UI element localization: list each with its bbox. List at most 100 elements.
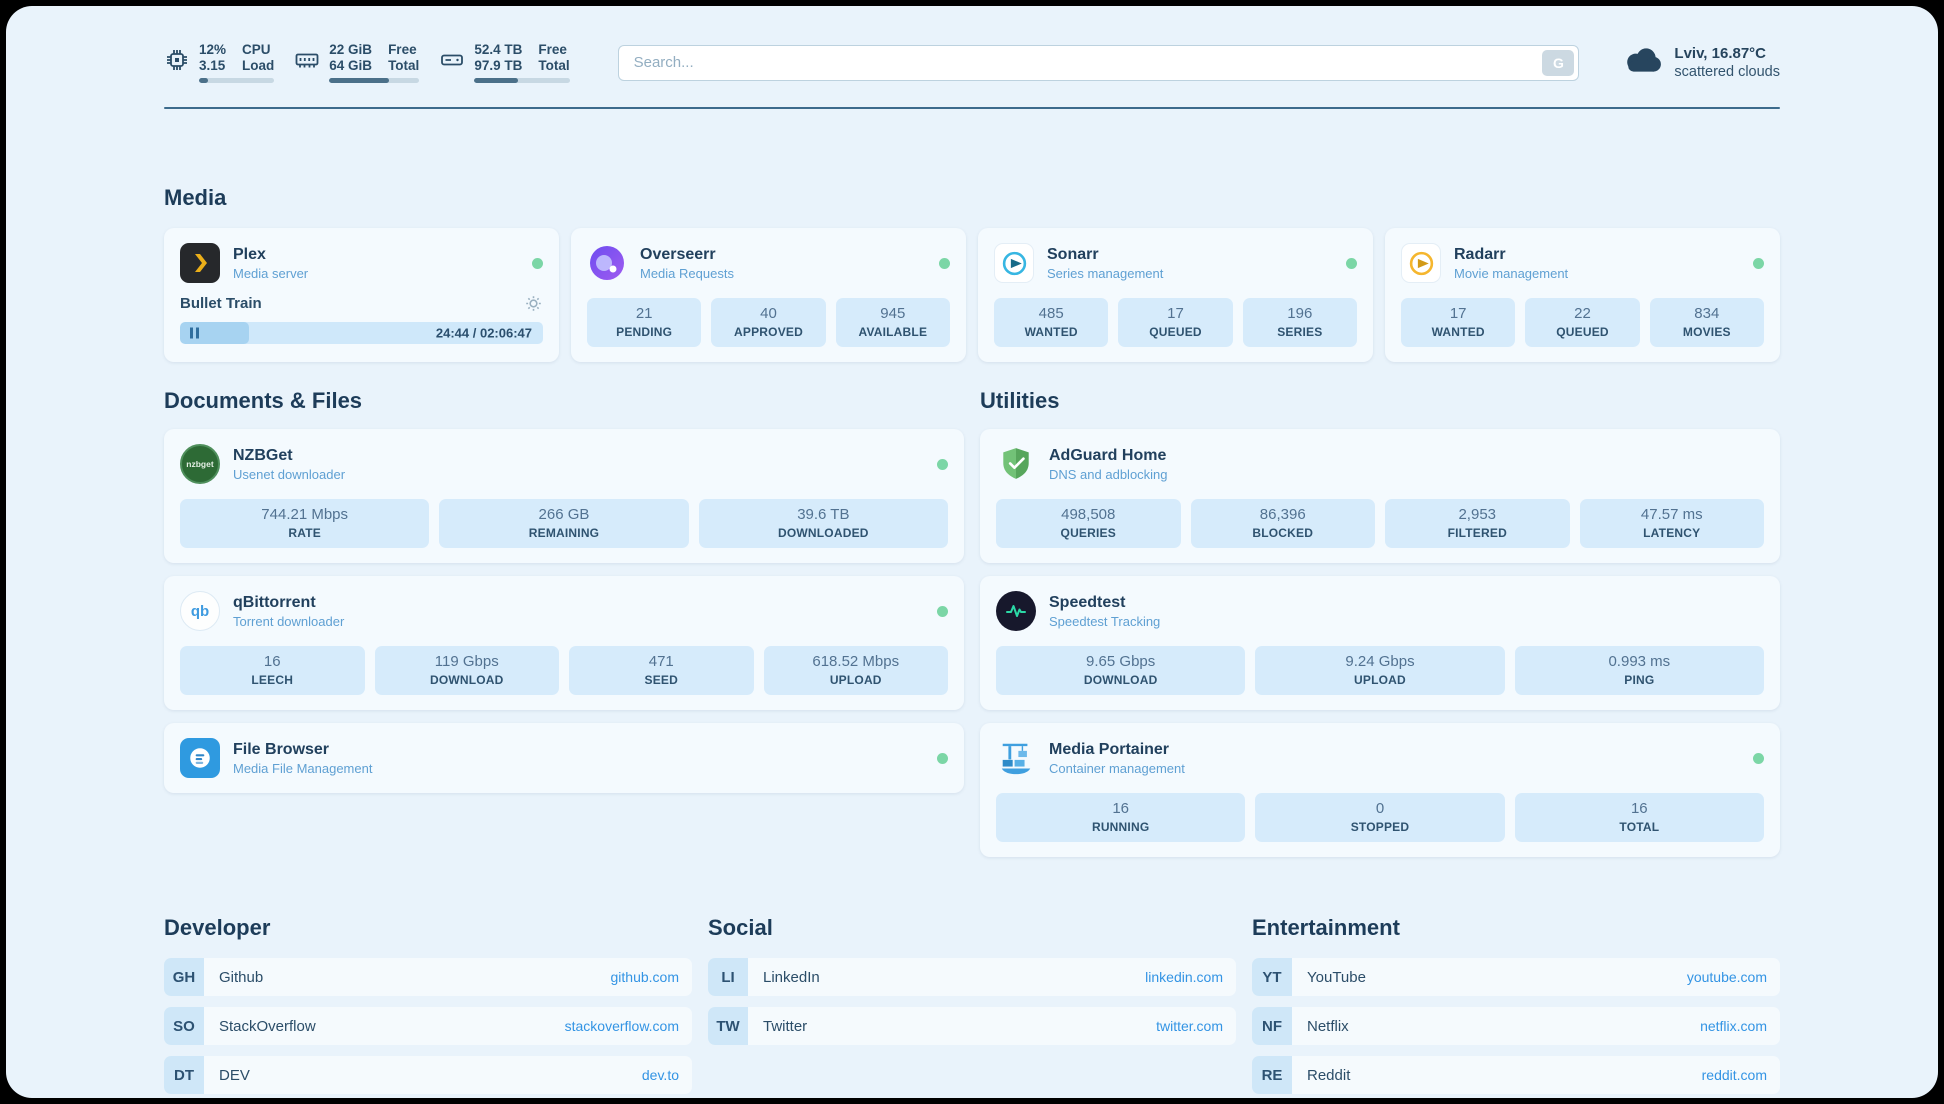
stat-label: DOWNLOAD (429, 673, 504, 687)
stat-tile: 16 RUNNING (996, 793, 1246, 842)
app-card-nzbget[interactable]: nzbget NZBGet Usenet downloader 744.21 M… (164, 429, 964, 563)
app-card-filebrowser[interactable]: File Browser Media File Management (164, 723, 964, 793)
stats-row: 485 WANTED 17 QUEUED 196 SERIES (994, 298, 1357, 347)
stat-value: 2,953 (1458, 506, 1497, 523)
stat-tile: 16 LEECH (180, 646, 365, 695)
app-name: Speedtest (1049, 593, 1126, 611)
metric-disk: 52.4 TB Free 97.9 TB Total (439, 42, 570, 83)
bookmark-list: LI LinkedIn linkedin.com TW Twitter twit… (708, 958, 1236, 1045)
app-meta: qBittorrent Torrent downloader (233, 594, 344, 629)
stat-tile: 744.21 Mbps RATE (180, 499, 430, 548)
stat-value: 86,396 (1259, 506, 1306, 523)
ram-progress-bar (329, 78, 420, 83)
bookmark-netflix[interactable]: NF Netflix netflix.com (1252, 1007, 1780, 1045)
card-head: Sonarr Series management (994, 243, 1357, 283)
bookmark-abbr: DT (164, 1056, 204, 1094)
stat-tile: 498,508 QUERIES (996, 499, 1181, 548)
app-card-plex[interactable]: Plex Media server Bullet Train (164, 228, 559, 362)
bookmark-abbr: TW (708, 1007, 748, 1045)
ram-label-top: Free (388, 42, 417, 57)
cpu-progress-bar (199, 78, 275, 83)
qbittorrent-icon: qb (180, 591, 220, 631)
app-subtitle: Container management (1049, 760, 1185, 776)
stat-label: RUNNING (1091, 820, 1150, 834)
app-card-overseerr[interactable]: Overseerr Media Requests 21 PENDING 40 A… (571, 228, 966, 362)
section-title-utilities: Utilities (980, 388, 1060, 413)
bookmark-github[interactable]: GH Github github.com (164, 958, 692, 996)
bookmark-stackoverflow[interactable]: SO StackOverflow stackoverflow.com (164, 1007, 692, 1045)
stat-tile: 21 PENDING (587, 298, 702, 347)
app-name: File Browser (233, 740, 330, 758)
search-provider-button[interactable]: G (1542, 49, 1575, 76)
app-card-radarr[interactable]: Radarr Movie management 17 WANTED 22 QUE… (1385, 228, 1780, 362)
disk-free-value: 52.4 TB (474, 42, 523, 57)
radarr-icon (1401, 243, 1441, 283)
bookmark-abbr: RE (1252, 1056, 1292, 1094)
bookmark-linkedin[interactable]: LI LinkedIn linkedin.com (708, 958, 1236, 996)
stat-tile: 471 SEED (569, 646, 754, 695)
app-card-portainer[interactable]: Media Portainer Container management 16 … (980, 723, 1780, 857)
stat-value: 945 (880, 305, 906, 322)
bookmark-url: linkedin.com (1145, 969, 1223, 985)
stat-value: 17 (1449, 305, 1467, 322)
stats-row: 21 PENDING 40 APPROVED 945 AVAILABLE (587, 298, 950, 347)
stat-value: 0 (1375, 800, 1385, 817)
cpu-usage-value: 12% (199, 42, 227, 57)
app-card-adguard[interactable]: AdGuard Home DNS and adblocking 498,508 … (980, 429, 1780, 563)
app-subtitle: Media server (233, 265, 309, 281)
status-dot (532, 257, 543, 269)
app-name: Sonarr (1047, 245, 1099, 263)
app-subtitle: DNS and adblocking (1049, 466, 1168, 482)
search-input[interactable] (617, 44, 1580, 81)
app-meta: Media Portainer Container management (1049, 741, 1185, 776)
stat-tile: 2,953 FILTERED (1385, 499, 1570, 548)
bookmark-youtube[interactable]: YT YouTube youtube.com (1252, 958, 1780, 996)
stat-value: 17 (1167, 305, 1184, 322)
disk-total-value: 97.9 TB (474, 58, 523, 73)
bookmark-name: YouTube (1307, 968, 1366, 986)
app-card-speedtest[interactable]: Speedtest Speedtest Tracking 9.65 Gbps D… (980, 576, 1780, 710)
app-subtitle: Series management (1047, 265, 1164, 281)
bookmark-twitter[interactable]: TW Twitter twitter.com (708, 1007, 1236, 1045)
playback-progress-bar[interactable]: 24:44 / 02:06:47 (180, 322, 543, 344)
stat-value: 471 (648, 653, 674, 670)
app-subtitle: Speedtest Tracking (1049, 613, 1161, 629)
stat-tile: 9.65 Gbps DOWNLOAD (996, 646, 1246, 695)
stat-label: LATENCY (1643, 526, 1701, 540)
app-card-qbittorrent[interactable]: qb qBittorrent Torrent downloader 16 LEE… (164, 576, 964, 710)
stat-value: 498,508 (1061, 506, 1116, 523)
bookmark-name: Netflix (1307, 1017, 1349, 1035)
stat-tile: 0.993 ms PING (1514, 646, 1764, 695)
app-subtitle: Movie management (1454, 265, 1569, 281)
stat-tile: 40 APPROVED (711, 298, 826, 347)
app-card-sonarr[interactable]: Sonarr Series management 485 WANTED 17 Q… (978, 228, 1373, 362)
plex-icon (180, 243, 220, 283)
app-meta: Plex Media server (233, 246, 308, 281)
stat-tile: 119 Gbps DOWNLOAD (374, 646, 559, 695)
stat-value: 119 Gbps (434, 653, 499, 670)
stats-row: 16 RUNNING 0 STOPPED 16 TOTAL (996, 793, 1764, 842)
stat-label: DOWNLOADED (777, 526, 869, 540)
bookmark-dev[interactable]: DT DEV dev.to (164, 1056, 692, 1094)
disk-progress-fill (474, 78, 519, 83)
stat-label: RATE (288, 526, 321, 540)
speedtest-icon (996, 591, 1036, 631)
bookmark-abbr: LI (708, 958, 748, 996)
adguard-icon (996, 444, 1036, 484)
section-title-media: Media (164, 185, 227, 210)
stat-value: 618.52 Mbps (812, 653, 900, 670)
bookmark-abbr: NF (1252, 1007, 1292, 1045)
stat-label: MOVIES (1682, 325, 1731, 339)
gear-icon[interactable] (524, 294, 543, 313)
cpu-load-value: 3.15 (199, 58, 226, 73)
utilities-cards: AdGuard Home DNS and adblocking 498,508 … (980, 429, 1780, 857)
stat-value: 21 (635, 305, 653, 322)
bookmark-list: YT YouTube youtube.com NF Netflix netfli… (1252, 958, 1780, 1094)
stat-tile: 17 WANTED (1401, 298, 1516, 347)
app-name: AdGuard Home (1049, 446, 1167, 464)
stat-tile: 945 AVAILABLE (835, 298, 950, 347)
stat-tile: 39.6 TB DOWNLOADED (698, 499, 948, 548)
filebrowser-icon (180, 738, 220, 778)
bookmark-reddit[interactable]: RE Reddit reddit.com (1252, 1056, 1780, 1094)
stat-label: BLOCKED (1252, 526, 1314, 540)
